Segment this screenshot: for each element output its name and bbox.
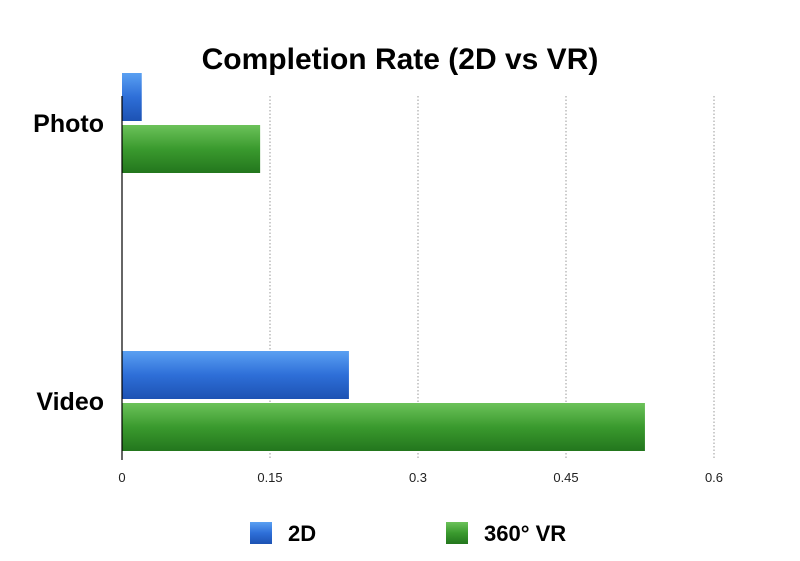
legend-swatch: [250, 522, 272, 544]
category-label: Photo: [33, 110, 104, 138]
bar-photo-1: [122, 125, 261, 173]
legend: 2D 360° VR: [250, 521, 566, 546]
category-label: Video: [36, 388, 104, 416]
chart-title: Completion Rate (2D vs VR): [202, 43, 599, 76]
bars: [122, 73, 645, 451]
x-tick-labels: 0 0.15 0.3 0.45 0.6: [118, 470, 723, 485]
x-tick-label: 0: [118, 470, 125, 485]
bar-video-0: [122, 351, 349, 399]
x-tick-label: 0.6: [705, 470, 723, 485]
category-labels: Photo Video: [33, 110, 104, 416]
grid-lines: [269, 96, 715, 460]
x-tick-label: 0.3: [409, 470, 427, 485]
x-tick-label: 0.15: [257, 470, 282, 485]
legend-label: 360° VR: [484, 521, 566, 546]
bar-video-1: [122, 403, 645, 451]
legend-label: 2D: [288, 521, 316, 546]
legend-swatch: [446, 522, 468, 544]
bar-photo-0: [122, 73, 142, 121]
x-tick-label: 0.45: [553, 470, 578, 485]
